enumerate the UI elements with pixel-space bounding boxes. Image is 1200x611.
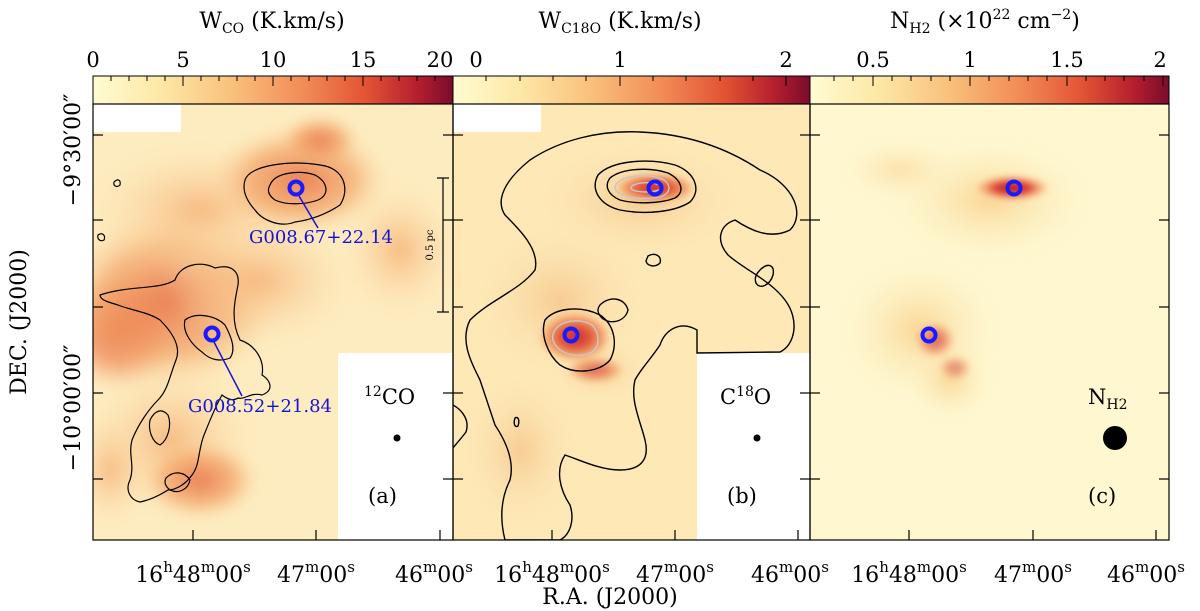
legend-box-a: [338, 353, 453, 540]
colorbar-c18o-tick-2: 2: [779, 48, 792, 72]
colorbar-nh2-tick-2: 2: [1153, 48, 1166, 72]
colorbar-nh2-ticks: [833, 76, 1164, 86]
colorbar-c18o: 0 1 2 WC18O (K.km/s): [452, 9, 811, 105]
panel-letter-b: (b): [727, 484, 757, 508]
scale-bar: [437, 177, 449, 313]
panel-letter-c: (c): [1088, 484, 1116, 508]
svg-text:16h48m00s: 16h48m00s: [851, 558, 967, 588]
panel-c: NH2 (c): [810, 104, 1169, 540]
x-axis-label: R.A. (J2000): [542, 585, 677, 610]
colorbar-c18o-title: WC18O (K.km/s): [538, 9, 701, 37]
beam-c: [1103, 426, 1127, 450]
svg-text:16h48m00s: 16h48m00s: [494, 558, 610, 588]
panel-a: 0.5 pc G008.67+22.14 G008.52+21.84 12CO …: [93, 104, 453, 540]
source-label-g008-52: G008.52+21.84: [188, 396, 332, 417]
contours-a: [97, 162, 346, 503]
xtick-labels-b: 16h48m00s 47m00s 46m00s: [494, 558, 829, 588]
source-marker-g008-52: [203, 325, 221, 343]
colorbar-nh2-title: NH2 (×1022 cm−2): [890, 7, 1080, 37]
beam-b: [753, 434, 761, 442]
colorbar-co-tick-15: 15: [350, 48, 377, 72]
panel-b: C18O (b): [453, 104, 810, 540]
frame-c: [809, 103, 1170, 541]
svg-text:46m00s: 46m00s: [751, 558, 829, 588]
colorbar-co: 0 5 10 15 20 WCO (K.km/s): [86, 9, 454, 105]
colorbar-c18o-tick-1: 1: [613, 48, 626, 72]
panel-letter-a: (a): [368, 484, 397, 508]
colorbar-co-ticks: [92, 76, 436, 86]
line-label-b: C18O: [720, 384, 771, 409]
contours-b: [453, 131, 798, 540]
ytick-label-1000: −10°00′00″: [61, 345, 86, 472]
colorbar-c18o-ticks: [485, 76, 787, 86]
colorbar-nh2: 0.5 1 1.5 2 NH2 (×1022 cm−2): [809, 7, 1170, 105]
line-label-a: 12CO: [364, 384, 415, 409]
source-marker-b-south: [562, 326, 580, 344]
colorbar-nh2-tick-1-5: 1.5: [1050, 48, 1083, 72]
legend-box-b: [697, 353, 810, 540]
xtick-labels-a: 16h48m00s 47m00s 46m00s: [135, 558, 473, 588]
source-marker-c-north: [1005, 179, 1023, 197]
source-leader-g008-67: [298, 195, 319, 229]
svg-text:47m00s: 47m00s: [636, 558, 714, 588]
source-marker-c-south: [920, 326, 938, 344]
xtick-labels-c: 16h48m00s 47m00s 46m00s: [851, 558, 1185, 588]
colorbar-nh2-tick-1: 1: [963, 48, 976, 72]
source-marker-b-north: [646, 179, 664, 197]
y-axis-label: DEC. (J2000): [7, 249, 32, 395]
svg-text:47m00s: 47m00s: [994, 558, 1072, 588]
colorbar-co-tick-10: 10: [260, 48, 287, 72]
source-marker-g008-67: [287, 179, 305, 197]
source-label-g008-67: G008.67+22.14: [249, 227, 393, 248]
line-label-c: NH2: [1088, 385, 1128, 413]
scale-bar-label: 0.5 pc: [425, 229, 436, 260]
colorbar-co-tick-20: 20: [427, 48, 454, 72]
colorbar-c18o-tick-0: 0: [469, 48, 482, 72]
svg-text:16h48m00s: 16h48m00s: [135, 558, 251, 588]
source-leader-g008-52: [213, 341, 243, 397]
colorbar-co-tick-5: 5: [176, 48, 189, 72]
colorbar-c18o-gradient: [452, 75, 811, 105]
colorbar-nh2-tick-0-5: 0.5: [856, 48, 889, 72]
beam-a: [393, 434, 401, 442]
ytick-label-930: −9°30′00″: [61, 94, 86, 207]
colorbar-co-title: WCO (K.km/s): [199, 9, 344, 37]
colorbar-co-tick-0: 0: [86, 48, 99, 72]
svg-text:47m00s: 47m00s: [277, 558, 355, 588]
blank-patch-b: [453, 104, 541, 132]
blank-patch-a: [93, 104, 181, 132]
axis-ticks: [93, 134, 1169, 540]
svg-text:46m00s: 46m00s: [1107, 558, 1185, 588]
svg-text:46m00s: 46m00s: [395, 558, 473, 588]
